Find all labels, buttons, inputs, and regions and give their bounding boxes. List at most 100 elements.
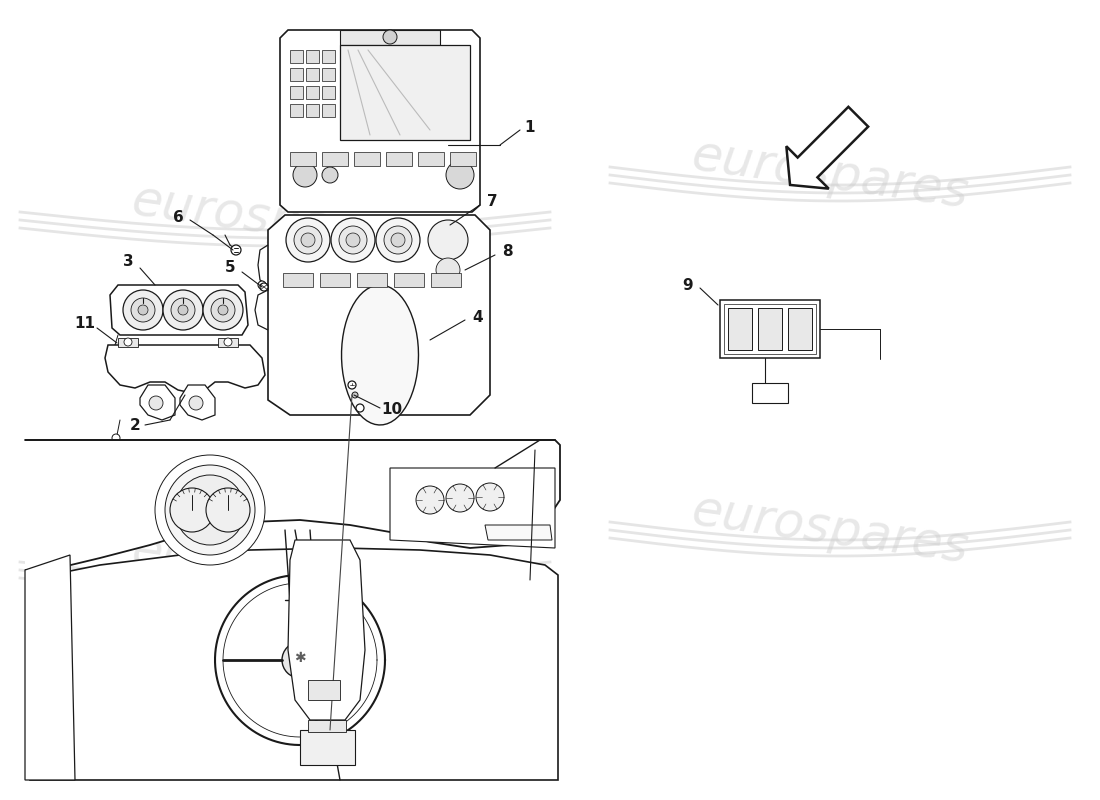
Circle shape (211, 298, 235, 322)
Bar (724, 304, 816, 354)
Circle shape (348, 381, 356, 389)
Bar (300, 730, 355, 765)
Circle shape (175, 475, 245, 545)
Bar (340, 30, 440, 45)
Bar (290, 50, 303, 63)
Bar (306, 104, 319, 117)
Polygon shape (268, 215, 490, 415)
Polygon shape (104, 345, 265, 393)
Bar (450, 152, 476, 166)
Bar (308, 680, 340, 700)
Circle shape (123, 290, 163, 330)
Circle shape (204, 290, 243, 330)
Circle shape (260, 283, 268, 291)
Circle shape (116, 350, 123, 358)
Bar (720, 300, 820, 358)
Polygon shape (342, 285, 418, 425)
Circle shape (148, 396, 163, 410)
Circle shape (476, 483, 504, 511)
Circle shape (131, 298, 155, 322)
Circle shape (286, 218, 330, 262)
Circle shape (428, 220, 468, 260)
Text: 5: 5 (224, 261, 235, 275)
Bar (322, 50, 335, 63)
Circle shape (383, 30, 397, 44)
Polygon shape (485, 525, 552, 540)
Bar (322, 104, 335, 117)
Circle shape (170, 298, 195, 322)
Circle shape (282, 642, 318, 678)
Circle shape (339, 226, 367, 254)
Bar (322, 68, 335, 81)
Text: 6: 6 (173, 210, 184, 226)
Circle shape (384, 226, 412, 254)
Bar (431, 273, 461, 287)
Bar (320, 273, 350, 287)
Text: 9: 9 (683, 278, 693, 293)
Polygon shape (140, 385, 175, 420)
Bar (306, 50, 319, 63)
Polygon shape (280, 30, 480, 212)
Bar (290, 152, 316, 166)
Circle shape (390, 233, 405, 247)
Circle shape (436, 258, 460, 282)
Circle shape (301, 233, 315, 247)
Bar (290, 86, 303, 99)
Circle shape (138, 305, 148, 315)
Polygon shape (25, 555, 75, 780)
Circle shape (112, 434, 120, 442)
Bar (728, 308, 752, 350)
Text: 7: 7 (486, 194, 497, 210)
Text: 11: 11 (75, 317, 96, 331)
Bar (306, 68, 319, 81)
Circle shape (294, 226, 322, 254)
Text: eurospares: eurospares (689, 487, 971, 573)
Circle shape (189, 396, 204, 410)
Circle shape (356, 404, 364, 412)
Circle shape (446, 484, 474, 512)
Polygon shape (30, 548, 558, 780)
Circle shape (322, 167, 338, 183)
Text: 3: 3 (123, 254, 133, 270)
Bar (322, 152, 348, 166)
Circle shape (292, 652, 308, 668)
Polygon shape (180, 385, 214, 420)
Circle shape (346, 233, 360, 247)
Text: 2: 2 (130, 418, 141, 433)
Polygon shape (110, 285, 248, 335)
Polygon shape (25, 440, 560, 570)
Text: 1: 1 (525, 121, 536, 135)
Circle shape (231, 245, 241, 255)
Bar (218, 338, 238, 347)
Polygon shape (288, 540, 365, 720)
Bar (386, 152, 412, 166)
Bar (752, 383, 788, 403)
Circle shape (446, 161, 474, 189)
Text: 8: 8 (502, 245, 513, 259)
Text: ✱: ✱ (294, 651, 306, 665)
Bar (306, 86, 319, 99)
Circle shape (165, 465, 255, 555)
Circle shape (416, 486, 444, 514)
Circle shape (178, 305, 188, 315)
Bar (418, 152, 444, 166)
Circle shape (331, 218, 375, 262)
Text: eurospares: eurospares (689, 132, 971, 218)
Circle shape (170, 488, 214, 532)
Bar (340, 45, 470, 140)
Circle shape (155, 455, 265, 565)
Circle shape (258, 281, 266, 289)
Circle shape (352, 392, 358, 398)
Bar (788, 308, 812, 350)
Bar (322, 86, 335, 99)
Circle shape (376, 218, 420, 262)
Text: 4: 4 (473, 310, 483, 326)
Circle shape (224, 338, 232, 346)
Polygon shape (390, 468, 556, 548)
Bar (394, 273, 424, 287)
Circle shape (124, 338, 132, 346)
Bar (358, 273, 387, 287)
Bar (118, 338, 138, 347)
Bar (758, 308, 782, 350)
Text: eurospares: eurospares (129, 527, 411, 613)
